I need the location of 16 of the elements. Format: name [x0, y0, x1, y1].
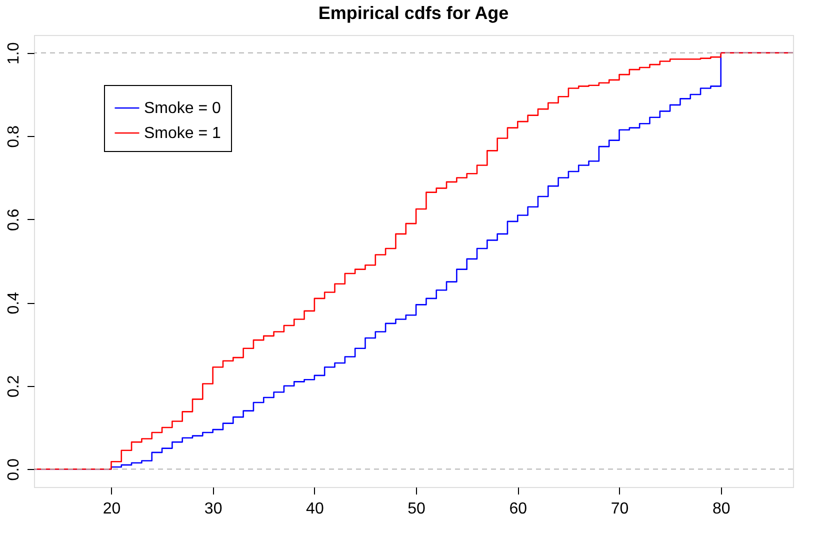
- y-tick-label: 0.2: [6, 375, 22, 398]
- x-tick-label: 60: [509, 500, 528, 518]
- x-tick-label: 70: [610, 500, 629, 518]
- y-tick-label: 1.0: [6, 42, 22, 65]
- x-tick-label: 80: [712, 500, 730, 518]
- y-tick-label: 0.0: [6, 458, 22, 481]
- x-tick-label: 30: [204, 500, 222, 518]
- legend-label: Smoke = 0: [144, 100, 222, 117]
- y-tick-label: 0.6: [6, 208, 22, 232]
- x-tick-label: 50: [408, 500, 426, 518]
- x-tick-label: 20: [102, 500, 121, 518]
- chart-title: Empirical cdfs for Age: [318, 3, 509, 23]
- y-tick-label: 0.4: [6, 292, 22, 314]
- legend-label: Smoke = 1: [144, 125, 222, 142]
- y-tick-label: 0.8: [6, 125, 22, 148]
- x-tick-label: 40: [306, 500, 324, 518]
